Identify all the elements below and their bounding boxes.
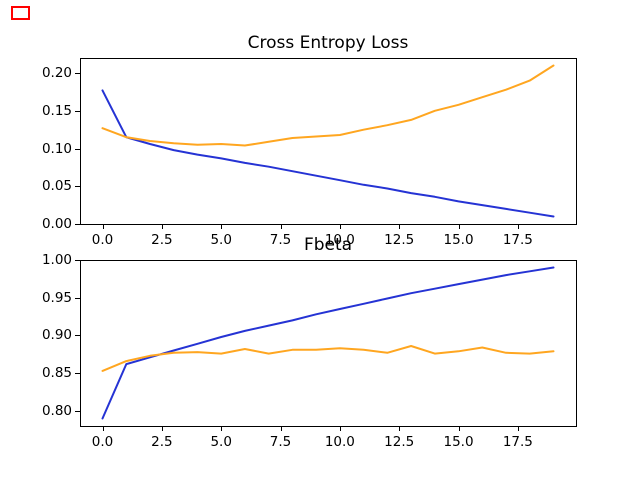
y-tick-label: 0.85	[41, 365, 72, 382]
x-tick-label: 12.5	[384, 434, 415, 450]
y-tick-label: 0.20	[41, 65, 72, 82]
y-tick-label: 0.10	[41, 140, 72, 157]
axes-1	[75, 260, 577, 431]
x-tick-label: 7.5	[269, 232, 292, 248]
axes-frame	[80, 260, 577, 427]
y-tick-label: 0.90	[41, 327, 72, 344]
chart-title-fbeta: Fbeta	[303, 235, 353, 255]
plot-line-orange	[101, 64, 555, 147]
y-tick-label: 0.95	[41, 289, 72, 306]
axes-0	[75, 58, 577, 229]
x-tick-label: 17.5	[502, 232, 533, 248]
y-tick-label: 1.00	[41, 252, 72, 268]
y-tick-label: 0.80	[41, 402, 72, 419]
x-tick-label: 5.0	[210, 434, 232, 450]
x-tick-label: 17.5	[502, 434, 533, 450]
x-tick-label: 5.0	[210, 232, 232, 248]
x-tick-label: 15.0	[443, 434, 474, 450]
y-tick-label: 0.00	[41, 216, 72, 232]
x-tick-label: 12.5	[384, 232, 415, 248]
x-tick-label: 10.0	[324, 232, 355, 248]
y-tick-label: 0.15	[41, 102, 72, 119]
x-tick-label: 15.0	[443, 232, 474, 248]
cursor-marker	[11, 6, 30, 20]
plot-line-orange	[101, 345, 555, 372]
plot-line-blue	[101, 266, 555, 420]
chart-title-cross-entropy-loss: Cross Entropy Loss	[247, 33, 409, 53]
axes-frame	[80, 58, 577, 225]
plot-line-blue	[101, 89, 555, 218]
x-tick-label: 10.0	[324, 434, 355, 450]
x-tick-label: 7.5	[269, 434, 292, 450]
x-tick-label: 0.0	[91, 434, 114, 450]
x-tick-label: 0.0	[91, 232, 114, 248]
x-tick-label: 2.5	[151, 232, 173, 248]
y-tick-label: 0.05	[41, 178, 72, 195]
x-tick-label: 2.5	[151, 434, 173, 450]
